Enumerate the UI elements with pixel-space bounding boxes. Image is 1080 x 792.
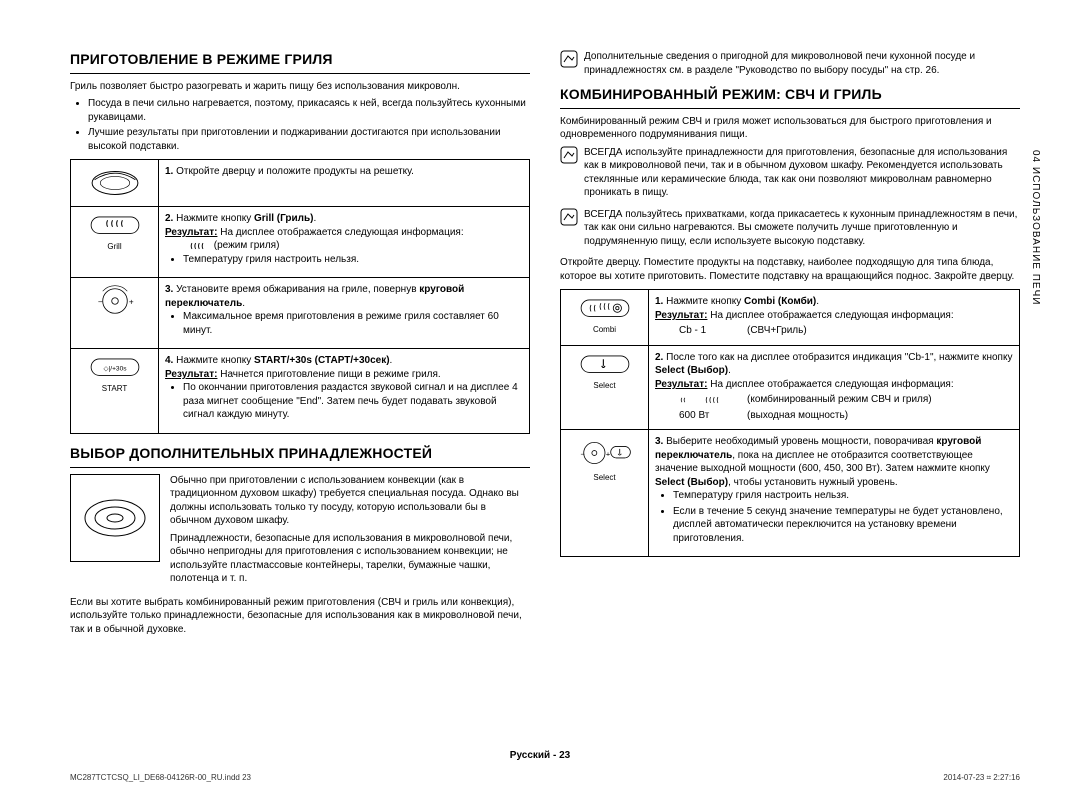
turntable-icon <box>79 492 151 544</box>
step-icon-cell: Select <box>561 345 649 430</box>
step-icon-cell: ◇|/+30s START <box>71 349 159 434</box>
accessory-image-frame <box>70 474 160 562</box>
grill-mode-icon <box>189 240 211 252</box>
icon-label: Select <box>593 473 615 484</box>
step-text: 3. Установите время обжаривания на гриле… <box>159 278 530 349</box>
combi-steps-table: Combi 1. Нажмите кнопку Combi (Комби). Р… <box>560 289 1020 557</box>
info-icon <box>560 208 578 226</box>
step-text: 3. Выберите необходимый уровень мощности… <box>649 430 1020 557</box>
dial-select-icon: −+ <box>576 435 634 471</box>
start-button-icon: ◇|/+30s <box>86 354 144 382</box>
grill-icon <box>704 394 726 406</box>
combi-button-icon <box>576 295 634 323</box>
dial-icon: − + <box>86 283 144 319</box>
step-icon-cell: Grill <box>71 207 159 278</box>
mw-icon <box>679 394 701 406</box>
info-icon <box>560 50 578 68</box>
step-icon-cell: − + <box>71 278 159 349</box>
step-icon-cell <box>71 160 159 207</box>
right-column: Дополнительные сведения о пригодной для … <box>560 50 1020 640</box>
grill-steps-table: 1. Откройте дверцу и положите продукты н… <box>70 159 530 434</box>
svg-text:+: + <box>128 298 133 307</box>
section-heading-combi: КОМБИНИРОВАННЫЙ РЕЖИМ: СВЧ И ГРИЛЬ <box>560 85 1020 109</box>
info-note: ВСЕГДА пользуйтесь прихватками, когда пр… <box>560 208 1020 253</box>
side-tab: 04 ИСПОЛЬЗОВАНИЕ ПЕЧИ <box>1029 150 1043 305</box>
svg-text:−: − <box>97 298 102 307</box>
icon-label: START <box>102 384 127 395</box>
icon-label: Select <box>593 381 615 392</box>
select-button-icon <box>576 351 634 379</box>
section-heading-accessories: ВЫБОР ДОПОЛНИТЕЛЬНЫХ ПРИНАДЛЕЖНОСТЕЙ <box>70 444 530 468</box>
intro-bullets: Посуда в печи сильно нагревается, поэтом… <box>70 97 530 153</box>
oven-open-icon <box>86 165 144 201</box>
step-icon-cell: Combi <box>561 290 649 346</box>
svg-text:−: − <box>580 450 584 459</box>
step-text: 2. Нажмите кнопку Grill (Гриль). Результ… <box>159 207 530 278</box>
grill-button-icon <box>86 212 144 240</box>
icon-label: Grill <box>107 242 121 253</box>
step-text: 2. После того как на дисплее отобразится… <box>649 345 1020 430</box>
step-text: 1. Откройте дверцу и положите продукты н… <box>159 160 530 207</box>
print-timestamp: 2014-07-23 ⌗ 2:27:16 <box>943 773 1020 784</box>
step-text: 1. Нажмите кнопку Combi (Комби). Результ… <box>649 290 1020 346</box>
info-note: ВСЕГДА используйте принадлежности для пр… <box>560 146 1020 204</box>
info-icon <box>560 146 578 164</box>
indd-filename: MC287TCTCSQ_LI_DE68-04126R-00_RU.indd 23 <box>70 773 251 784</box>
icon-label: Combi <box>593 325 616 336</box>
accessory-block: Обычно при приготовлении с использование… <box>70 474 530 590</box>
intro-text: Гриль позволяет быстро разогревать и жар… <box>70 80 530 94</box>
info-note: Дополнительные сведения о пригодной для … <box>560 50 1020 81</box>
svg-text:+: + <box>605 450 609 459</box>
svg-text:◇|/+30s: ◇|/+30s <box>103 366 127 373</box>
section-heading-grill: ПРИГОТОВЛЕНИЕ В РЕЖИМЕ ГРИЛЯ <box>70 50 530 74</box>
step-text: 4. Нажмите кнопку START/+30s (СТАРТ/+30с… <box>159 349 530 434</box>
left-column: ПРИГОТОВЛЕНИЕ В РЕЖИМЕ ГРИЛЯ Гриль позво… <box>70 50 530 640</box>
page-footer: Русский - 23 <box>0 749 1080 763</box>
step-icon-cell: −+ Select <box>561 430 649 557</box>
